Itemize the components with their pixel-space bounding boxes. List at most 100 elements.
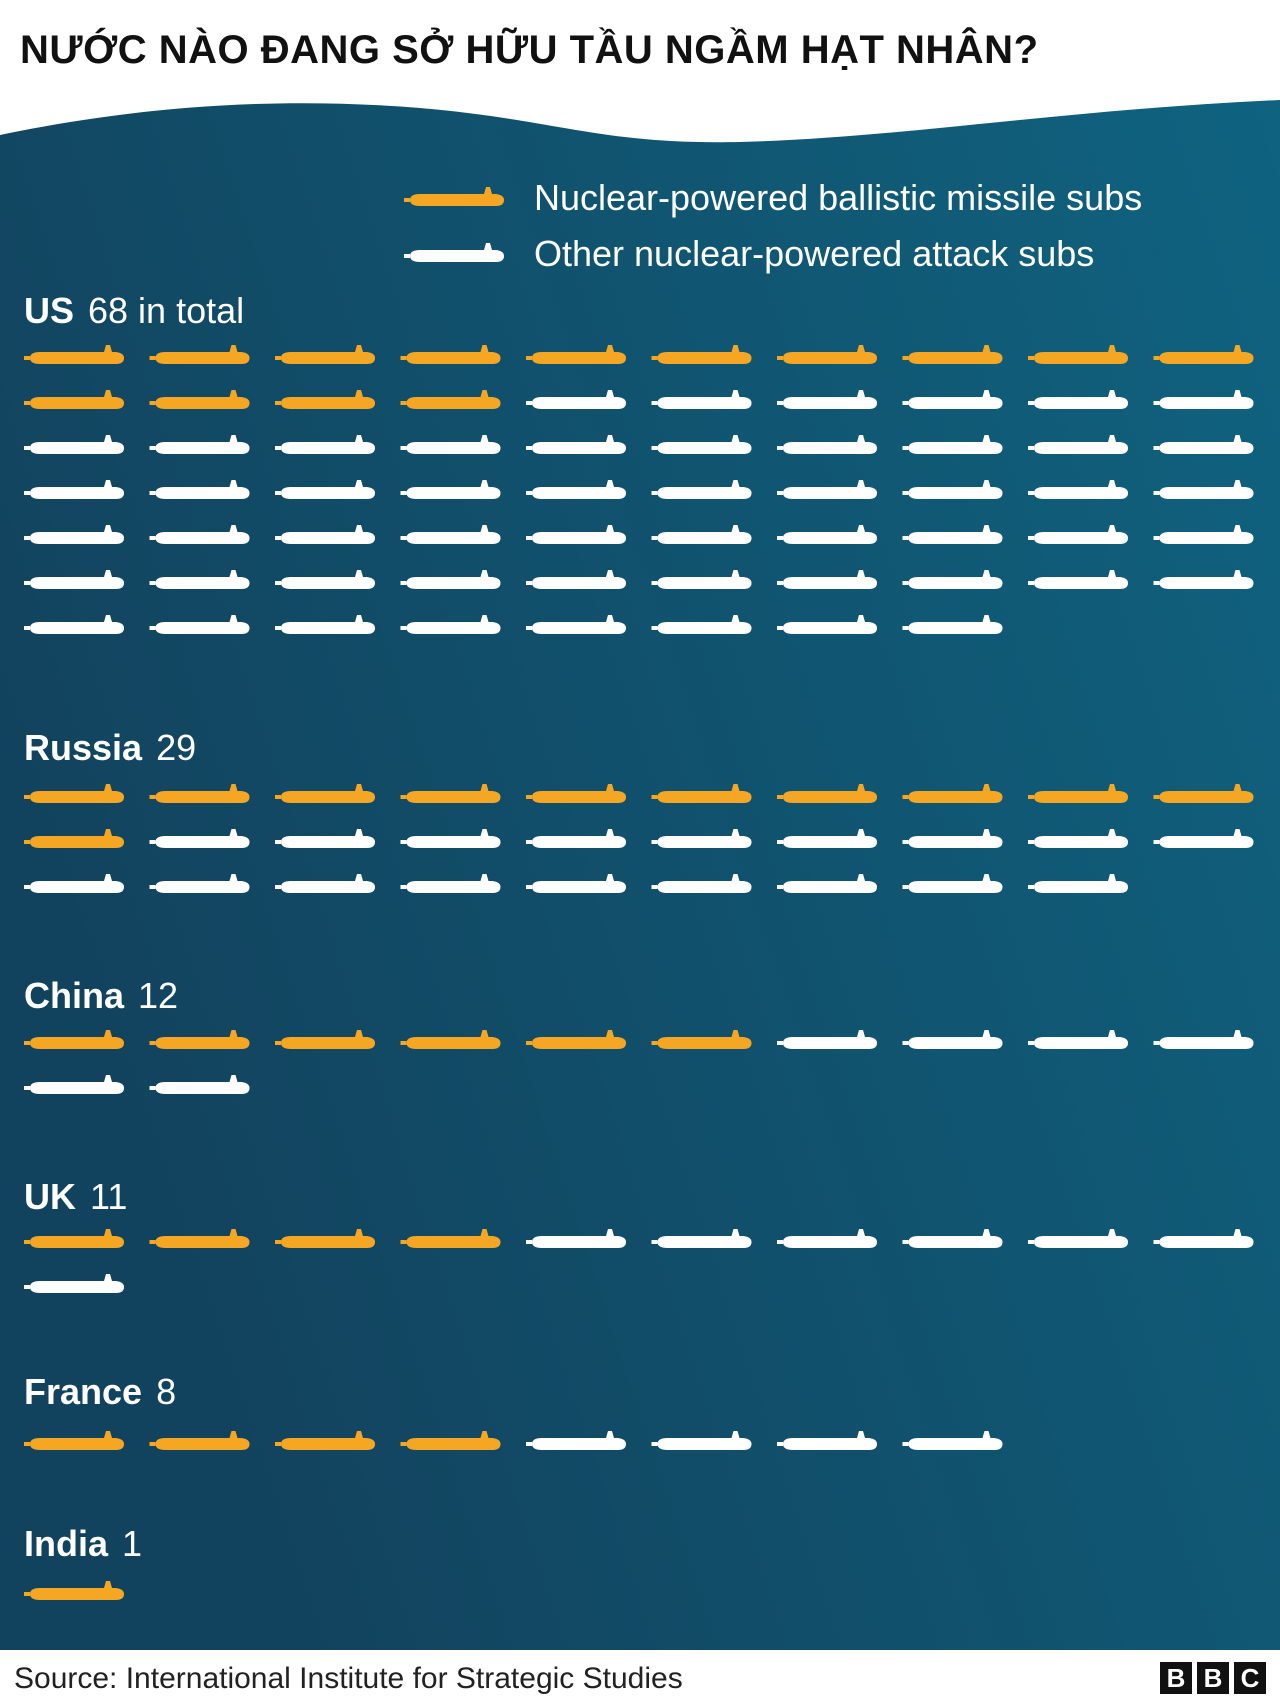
submarine-icon: [24, 1431, 124, 1450]
submarine-icon: [1028, 570, 1128, 589]
submarine-icon: [777, 1431, 877, 1450]
country-name: UK: [24, 1176, 76, 1217]
submarine-icon: [1153, 1030, 1254, 1049]
submarine-icon: [24, 1581, 124, 1600]
legend-label-attack: Other nuclear-powered attack subs: [534, 233, 1095, 274]
submarine-icon: [275, 829, 375, 848]
submarine-icon: [526, 1431, 626, 1450]
submarine-icon: [651, 435, 752, 454]
submarine-icon: [902, 874, 1003, 893]
submarine-icon: [400, 390, 501, 409]
submarine-icon: [149, 390, 250, 409]
submarine-icon: [777, 1229, 877, 1248]
submarine-icon: [777, 435, 877, 454]
submarine-icon: [24, 570, 124, 589]
submarine-icon: [526, 570, 626, 589]
submarine-icon: [902, 1431, 1003, 1450]
submarine-icon: [526, 829, 626, 848]
submarine-icon: [526, 345, 626, 364]
submarine-icon: [149, 1431, 250, 1450]
submarine-icon: [275, 345, 375, 364]
submarine-icon: [1153, 1229, 1254, 1248]
legend: Nuclear-powered ballistic missile subs O…: [404, 170, 1142, 282]
source-text: Source: International Institute for Stra…: [14, 1662, 683, 1695]
submarine-icon: [275, 784, 375, 803]
country-label-france: France 8: [24, 1371, 176, 1413]
submarine-icon: [902, 784, 1003, 803]
submarine-icon: [149, 480, 250, 499]
submarine-icon: [1153, 570, 1254, 589]
submarine-icon: [24, 829, 124, 848]
submarine-icon: [526, 615, 626, 634]
submarine-icon: [902, 1030, 1003, 1049]
submarine-icon: [275, 480, 375, 499]
submarine-icon: [1028, 345, 1128, 364]
country-label-india: India 1: [24, 1523, 142, 1565]
submarine-icon: [275, 1030, 375, 1049]
submarine-icon: [24, 1229, 124, 1248]
submarine-icon: [1153, 784, 1254, 803]
submarine-icon: [651, 345, 752, 364]
submarine-icon: [275, 1229, 375, 1248]
submarine-icon: [275, 525, 375, 544]
submarine-icon: [149, 525, 250, 544]
submarine-icon: [275, 1431, 375, 1450]
submarine-icon: [149, 1030, 250, 1049]
country-count: 8: [156, 1371, 177, 1412]
submarine-icon: [526, 784, 626, 803]
submarine-icon: [526, 1229, 626, 1248]
submarine-icon: [400, 345, 501, 364]
submarine-icon: [149, 345, 250, 364]
footer: Source: International Institute for Stra…: [0, 1650, 1280, 1706]
country-count: 1: [122, 1523, 143, 1564]
submarine-icon: [1028, 874, 1128, 893]
submarine-icon: [404, 187, 504, 206]
submarine-icon: [526, 874, 626, 893]
submarine-icon: [777, 874, 877, 893]
submarine-icon: [149, 435, 250, 454]
submarine-icon: [526, 480, 626, 499]
submarine-icon: [651, 1431, 752, 1450]
country-label-russia: Russia 29: [24, 727, 196, 769]
submarine-icon: [400, 1229, 501, 1248]
submarine-icon: [400, 525, 501, 544]
bbc-logo-letter: B: [1160, 1662, 1192, 1694]
submarine-icon: [777, 390, 877, 409]
submarine-icon: [902, 435, 1003, 454]
bbc-logo: B B C: [1160, 1662, 1266, 1694]
submarine-icon: [275, 570, 375, 589]
submarine-icon: [1028, 525, 1128, 544]
submarine-icon: [651, 784, 752, 803]
submarine-icon: [777, 1030, 877, 1049]
submarine-icon: [902, 480, 1003, 499]
bbc-logo-letter: B: [1197, 1662, 1229, 1694]
submarine-icon: [1153, 480, 1254, 499]
submarine-icon: [651, 1229, 752, 1248]
submarine-icon: [526, 390, 626, 409]
submarine-icon: [902, 615, 1003, 634]
submarine-icon: [149, 615, 250, 634]
country-count: 11: [90, 1176, 128, 1217]
submarine-icon: [1028, 480, 1128, 499]
submarine-icon: [404, 243, 504, 262]
country-name: India: [24, 1523, 109, 1564]
country-label-uk: UK 11: [24, 1176, 127, 1218]
submarine-icon: [24, 615, 124, 634]
submarine-icon: [400, 480, 501, 499]
submarine-icon: [777, 480, 877, 499]
submarine-icon: [275, 390, 375, 409]
submarine-icon: [651, 525, 752, 544]
submarine-icon: [400, 829, 501, 848]
country-name: China: [24, 975, 125, 1016]
submarine-icon: [1028, 390, 1128, 409]
submarine-icon: [651, 570, 752, 589]
submarine-icon: [24, 874, 124, 893]
submarine-icon: [1153, 435, 1254, 454]
submarine-icon: [1028, 1030, 1128, 1049]
submarine-icon: [526, 435, 626, 454]
submarine-icon: [1153, 345, 1254, 364]
submarine-icon: [1028, 435, 1128, 454]
submarine-icon: [149, 829, 250, 848]
submarine-icon: [149, 1229, 250, 1248]
